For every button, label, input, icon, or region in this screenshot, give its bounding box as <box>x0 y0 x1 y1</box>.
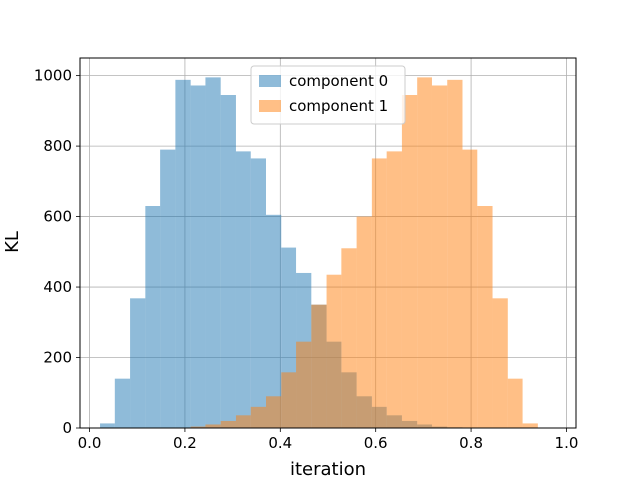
histogram-bar <box>326 274 342 428</box>
x-axis-label: iteration <box>290 459 366 480</box>
histogram-bar <box>250 406 266 428</box>
y-axis-label: KL <box>2 231 23 253</box>
histogram-bar <box>386 151 402 428</box>
histogram-bar <box>235 151 251 428</box>
histogram-bar <box>220 95 236 428</box>
histogram-bar <box>235 415 251 428</box>
histogram-bar <box>462 149 478 428</box>
legend-swatch <box>259 75 281 87</box>
histogram-bar <box>145 206 161 428</box>
histogram-bar <box>447 79 463 428</box>
legend-label: component 0 <box>289 72 388 90</box>
x-tick-label: 0.4 <box>268 434 292 452</box>
histogram-bar <box>130 298 146 428</box>
y-tick-label: 1000 <box>34 67 72 85</box>
x-tick-label: 1.0 <box>555 434 579 452</box>
histogram-bar <box>492 298 508 428</box>
histogram-bar <box>100 423 115 428</box>
series-1-bars <box>190 77 538 428</box>
histogram-bar <box>477 206 493 428</box>
histogram-bar <box>266 214 282 428</box>
histogram-bar <box>190 426 206 428</box>
histogram-bar <box>114 378 131 428</box>
legend-swatch <box>259 100 281 112</box>
histogram-bar <box>220 420 236 428</box>
x-tick-label: 0.8 <box>459 434 483 452</box>
bars-layer <box>100 77 538 428</box>
x-tick-label: 0.6 <box>364 434 388 452</box>
histogram-bar <box>160 149 176 428</box>
histogram-bar <box>266 396 282 428</box>
y-tick-label: 800 <box>43 137 72 155</box>
histogram-bar <box>507 378 523 428</box>
y-tick-label: 200 <box>43 349 72 367</box>
plot-frame <box>79 57 577 429</box>
histogram-bar <box>417 77 432 428</box>
legend-box <box>250 65 406 125</box>
ticks-layer: 0.0 0.2 0.4 0.6 0.8 1.0 0 200 400 600 800 1000 <box>34 67 579 452</box>
histogram-bar <box>341 248 357 428</box>
y-tick-label: 0 <box>62 419 72 437</box>
histogram-bar <box>175 79 191 428</box>
x-tick-label: 0.0 <box>78 434 102 452</box>
histogram-bar <box>296 341 312 428</box>
x-tick-label: 0.2 <box>173 434 197 452</box>
histogram-bar <box>522 423 538 428</box>
histogram-bar <box>250 158 266 428</box>
y-tick-label: 400 <box>43 278 72 296</box>
histogram-bar <box>311 304 327 428</box>
histogram-bar <box>205 424 221 428</box>
histogram-bar <box>431 85 448 428</box>
histogram-bar <box>371 158 387 428</box>
histogram-bar <box>190 85 206 428</box>
histogram-bar <box>205 77 221 428</box>
legend: component 0 component 1 <box>250 65 406 125</box>
y-tick-label: 600 <box>43 208 72 226</box>
legend-label: component 1 <box>289 97 388 115</box>
histogram-bar <box>356 216 372 428</box>
histogram-bar <box>281 372 297 428</box>
histogram-bar <box>401 95 418 428</box>
